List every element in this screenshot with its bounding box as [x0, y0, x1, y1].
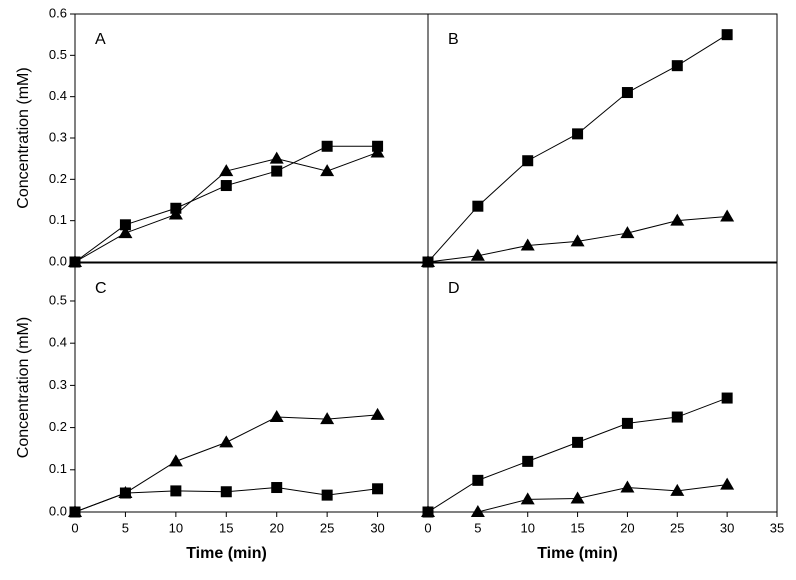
marker-triangle [421, 505, 435, 517]
marker-triangle [68, 255, 82, 267]
x-tick-label: 25 [670, 520, 684, 535]
x-tick-label: 10 [520, 520, 534, 535]
marker-triangle [470, 505, 485, 517]
marker-triangle [320, 164, 335, 177]
y-tick-label: 0.0 [49, 503, 67, 518]
panel-label: C [95, 280, 107, 297]
y-tick-label: 0.5 [49, 47, 67, 62]
marker-triangle [219, 164, 234, 177]
marker-square [621, 417, 633, 429]
marker-triangle [68, 505, 82, 517]
marker-triangle [520, 238, 535, 251]
panel-label: D [448, 280, 460, 297]
y-axis-label: Concentration (mM) [15, 67, 32, 208]
marker-square [170, 485, 182, 497]
marker-square [621, 87, 633, 99]
x-tick-label: 10 [169, 520, 183, 535]
x-tick-label: 20 [269, 520, 283, 535]
marker-triangle [269, 151, 284, 164]
y-tick-label: 0.4 [49, 88, 67, 103]
x-axis-label: Time (min) [537, 545, 618, 562]
marker-square [220, 486, 232, 498]
y-tick-label: 0.1 [49, 212, 67, 227]
marker-square [220, 180, 232, 192]
marker-square [671, 60, 683, 72]
plot-frame [74, 262, 429, 513]
y-axis-label: Concentration (mM) [15, 317, 32, 458]
marker-square [472, 200, 484, 212]
marker-triangle [118, 226, 133, 239]
marker-square [119, 219, 131, 231]
panel-label: B [448, 31, 459, 48]
y-tick-label: 0.4 [49, 335, 67, 350]
marker-square [721, 29, 733, 41]
marker-square [321, 140, 333, 152]
x-tick-label: 30 [370, 520, 384, 535]
marker-square [671, 411, 683, 423]
x-axis-label: Time (min) [186, 545, 267, 562]
marker-triangle [670, 213, 685, 226]
x-tick-label: 20 [620, 520, 634, 535]
marker-square [372, 483, 384, 495]
y-tick-label: 0.2 [49, 419, 67, 434]
marker-square [721, 392, 733, 404]
plot-frame [427, 262, 778, 513]
marker-square [572, 436, 584, 448]
marker-triangle [570, 491, 585, 504]
y-tick-label: 0.3 [49, 377, 67, 392]
marker-triangle [118, 486, 133, 499]
x-tick-label: 15 [219, 520, 233, 535]
marker-square [522, 155, 534, 167]
marker-triangle [520, 492, 535, 505]
marker-triangle [219, 435, 234, 448]
series-line [74, 145, 378, 263]
marker-square [271, 165, 283, 177]
y-tick-label: 0.5 [49, 292, 67, 307]
y-tick-label: 0.2 [49, 171, 67, 186]
y-tick-label: 0.0 [49, 253, 67, 268]
y-tick-label: 0.6 [49, 5, 67, 20]
marker-square [321, 489, 333, 501]
marker-square [522, 455, 534, 467]
marker-triangle [370, 145, 385, 158]
marker-square [271, 482, 283, 494]
marker-square [572, 128, 584, 140]
marker-triangle [269, 410, 284, 423]
marker-triangle [720, 477, 735, 490]
plot-frame [427, 13, 778, 263]
marker-triangle [720, 209, 735, 222]
marker-triangle [620, 226, 635, 239]
x-tick-label: 5 [122, 520, 129, 535]
marker-square [472, 474, 484, 486]
x-tick-label: 35 [770, 520, 784, 535]
y-tick-label: 0.1 [49, 461, 67, 476]
marker-triangle [370, 407, 385, 420]
x-tick-label: 5 [474, 520, 481, 535]
y-tick-label: 0.3 [49, 129, 67, 144]
marker-triangle [168, 454, 183, 467]
panel-label: A [95, 31, 106, 48]
marker-triangle [470, 248, 485, 261]
marker-triangle [320, 412, 335, 425]
marker-triangle [670, 483, 685, 496]
marker-triangle [620, 480, 635, 493]
x-tick-label: 25 [320, 520, 334, 535]
marker-triangle [168, 207, 183, 220]
x-tick-label: 0 [71, 520, 78, 535]
marker-triangle [570, 234, 585, 247]
marker-triangle [421, 255, 435, 267]
x-tick-label: 15 [570, 520, 584, 535]
x-tick-label: 0 [424, 520, 431, 535]
x-tick-label: 30 [720, 520, 734, 535]
